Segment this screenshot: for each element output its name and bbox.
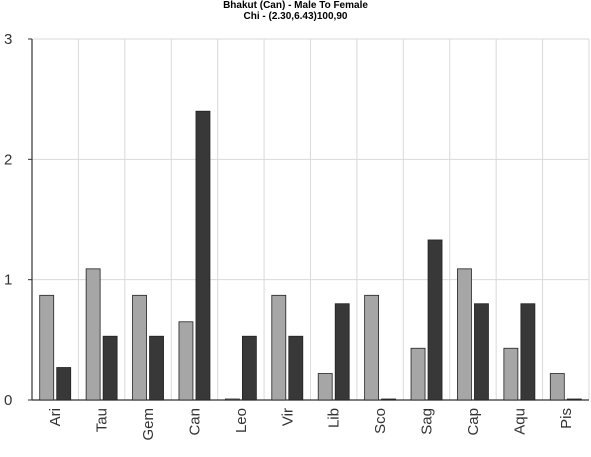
bar-gem-s1 (132, 294, 147, 401)
bar-tau-s1 (85, 268, 101, 401)
bar-leo-s1 (224, 398, 240, 401)
bar-tau-s2 (102, 335, 118, 401)
bar-aqu-s2 (520, 303, 536, 401)
x-tick-label: Gem (140, 408, 157, 441)
bar-vir-s1 (271, 294, 287, 401)
y-tick-label: 1 (4, 272, 12, 289)
bar-pis-s1 (549, 373, 565, 401)
bar-lib-s1 (317, 373, 333, 401)
chart-subtitle: Chi - (2.30,6.43)100,90 (243, 11, 348, 22)
x-tick-label: Ari (47, 408, 64, 426)
x-tick-label: Tau (94, 408, 111, 432)
x-tick-label: Can (186, 408, 203, 436)
bar-gem-s2 (149, 335, 164, 401)
chart-title: Bhakut (Can) - Male To Female (223, 0, 368, 11)
bar-sag-s1 (410, 347, 426, 401)
bar-aqu-s1 (503, 347, 519, 401)
x-tick-label: Aqu (511, 408, 528, 435)
y-tick-label: 2 (4, 151, 12, 168)
bar-can-s2 (195, 110, 211, 401)
bar-ari-s2 (56, 367, 72, 401)
y-tick-label: 0 (4, 392, 12, 409)
bar-lib-s2 (334, 303, 350, 401)
bar-cap-s2 (474, 303, 489, 401)
x-tick-label: Pis (558, 408, 575, 429)
x-tick-label: Cap (465, 408, 482, 436)
y-tick-label: 3 (4, 31, 12, 48)
x-tick-label: Leo (233, 408, 250, 433)
bar-sco-s1 (364, 294, 380, 401)
bar-sco-s2 (381, 398, 397, 401)
bar-pis-s2 (566, 398, 582, 401)
x-tick-label: Sag (419, 408, 436, 435)
x-tick-label: Vir (279, 408, 296, 426)
bar-leo-s2 (241, 335, 257, 401)
bar-can-s1 (178, 321, 194, 401)
bar-sag-s2 (427, 239, 443, 401)
bar-cap-s1 (457, 268, 472, 401)
bar-vir-s2 (288, 335, 304, 401)
x-tick-label: Lib (326, 408, 343, 428)
x-tick-label: Sco (372, 408, 389, 434)
bar-ari-s1 (39, 294, 55, 401)
